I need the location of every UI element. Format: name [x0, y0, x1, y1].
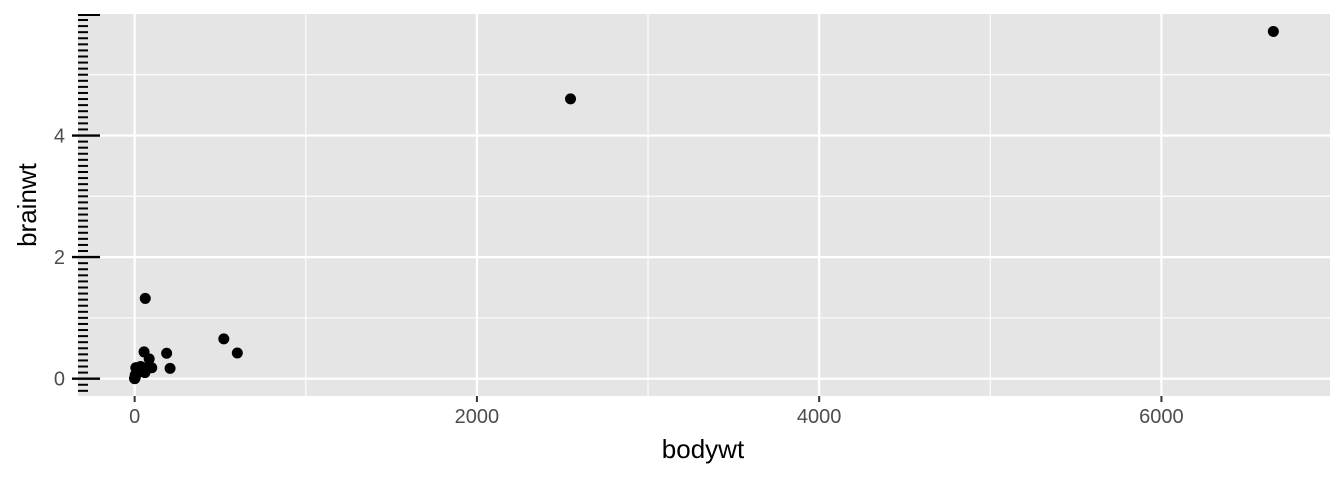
y-axis: 0 2 4 — [54, 14, 100, 392]
data-point — [218, 333, 230, 345]
x-tick-label: 0 — [129, 406, 140, 428]
data-point — [161, 347, 173, 359]
y-tick-label: 0 — [54, 369, 65, 391]
data-point — [164, 362, 176, 374]
plot-panel — [78, 14, 1330, 396]
minor-gridlines — [78, 14, 1330, 396]
x-axis-title: bodywt — [662, 434, 745, 464]
data-point — [130, 369, 142, 381]
y-tick-label: 2 — [54, 247, 65, 269]
y-axis-title: brainwt — [12, 162, 42, 247]
y-tick-label: 4 — [54, 126, 65, 148]
x-tick-label: 4000 — [797, 406, 842, 428]
data-points — [129, 25, 1279, 385]
data-point — [1267, 25, 1279, 37]
data-point — [565, 93, 577, 105]
x-tick-label: 2000 — [455, 406, 500, 428]
x-axis: 0 2000 4000 6000 — [129, 396, 1184, 428]
data-point — [137, 364, 149, 376]
data-point — [139, 292, 151, 304]
major-gridlines — [78, 14, 1330, 396]
x-tick-label: 6000 — [1139, 406, 1184, 428]
data-point — [231, 347, 243, 359]
